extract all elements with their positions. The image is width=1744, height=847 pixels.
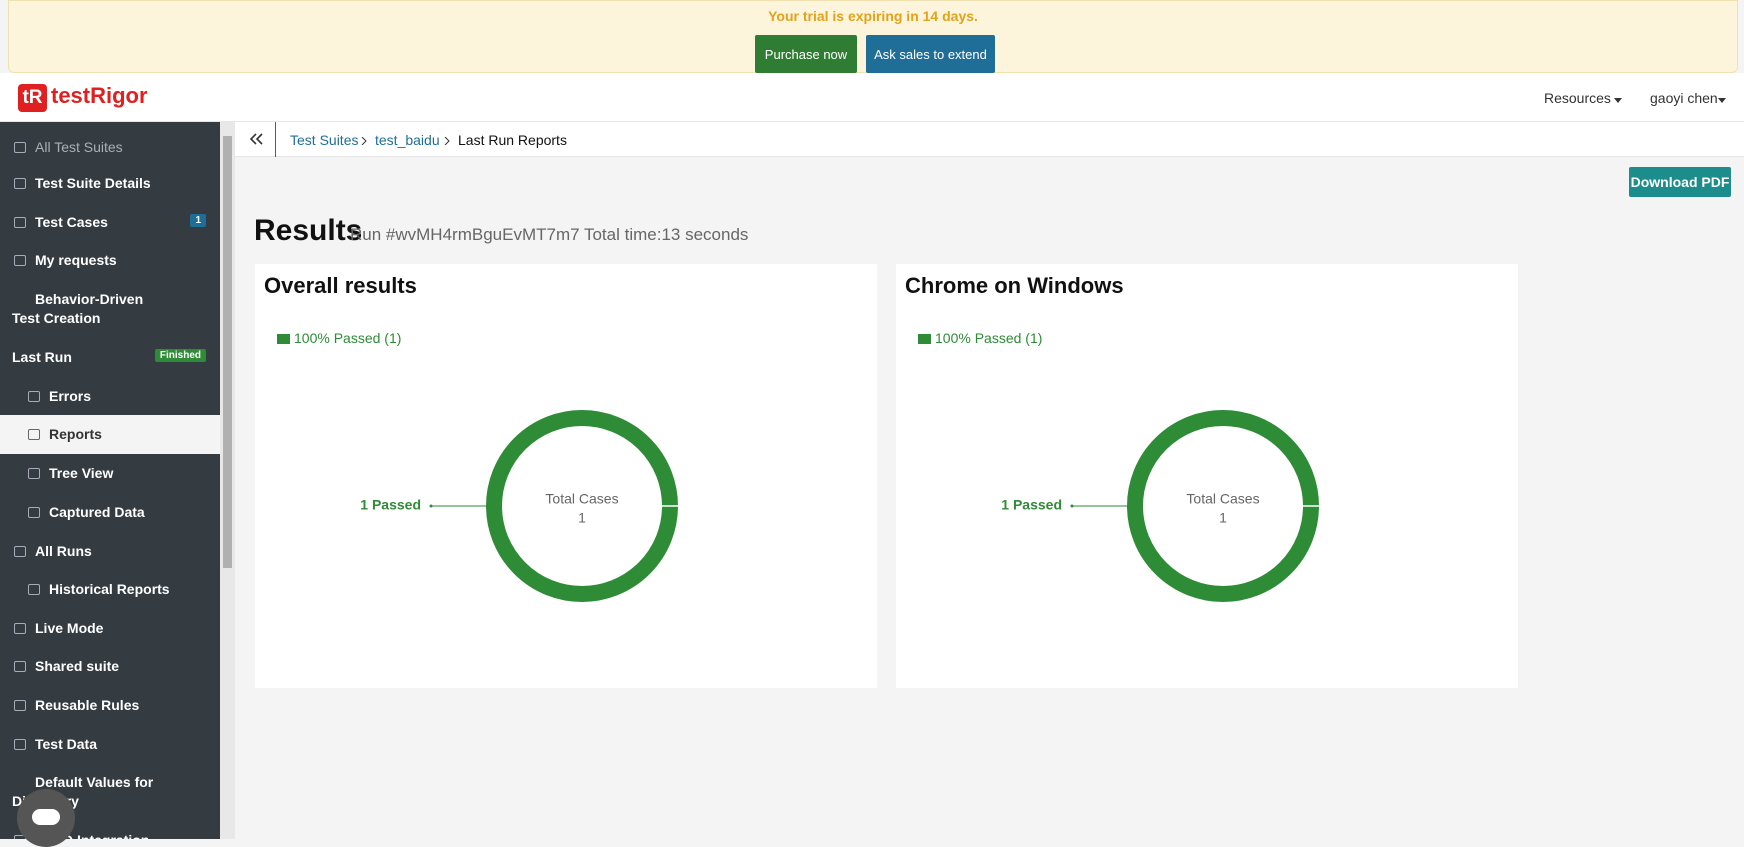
menu-icon <box>28 507 40 518</box>
menu-icon <box>14 700 26 711</box>
legend-swatch <box>277 334 290 344</box>
breadcrumb-bar <box>235 122 1744 157</box>
menu-icon <box>14 739 26 750</box>
download-button[interactable]: Download PDF <box>1629 167 1731 197</box>
menu-icon <box>14 255 26 266</box>
breadcrumb-current: Last Run Reports <box>458 132 567 148</box>
legend-label[interactable]: 100% Passed (1) <box>935 330 1043 346</box>
chat-button[interactable] <box>17 789 75 847</box>
menu-icon <box>28 429 40 440</box>
menu-item[interactable]: Captured Data <box>49 504 145 520</box>
result-card: Chrome on Windows 100% Passed (1) 1 Passed… <box>896 264 1518 688</box>
menu-item[interactable]: All Runs <box>35 543 92 559</box>
center-total: 1 <box>578 510 586 526</box>
breadcrumb-link[interactable]: test_baidu <box>375 132 440 148</box>
menu-icon <box>14 623 26 634</box>
center-label: Total Cases <box>545 491 618 507</box>
menu-item[interactable]: Historical Reports <box>49 581 170 597</box>
center-label: Total Cases <box>1186 491 1259 507</box>
menu-icon <box>14 178 26 189</box>
menu-item[interactable]: Test Suite Details <box>35 175 151 191</box>
results-title: Results <box>254 214 363 247</box>
active-row <box>0 415 220 454</box>
menu-icon <box>14 142 26 153</box>
menu-item[interactable]: Shared suite <box>35 658 120 674</box>
menu-item[interactable]: Test Data <box>35 736 97 752</box>
menu-item[interactable]: Last Run <box>12 349 72 365</box>
menu-item[interactable]: Live Mode <box>35 620 104 636</box>
logo-mark[interactable]: tR <box>18 84 47 112</box>
caret <box>1614 98 1622 103</box>
donut-chart: 1 Passed Total Cases 1 <box>360 410 679 602</box>
menu-item[interactable]: Behavior-Driven Test Creation <box>12 291 144 326</box>
card-title: Chrome on Windows <box>905 273 1124 298</box>
menu-item[interactable]: Test Cases <box>35 214 108 230</box>
slice-label: 1 Passed <box>360 497 421 513</box>
trial-message: Your trial is expiring in 14 days. <box>768 8 978 24</box>
menu-badge: 1 <box>190 214 206 227</box>
donut-chart: 1 Passed Total Cases 1 <box>1001 410 1320 602</box>
purchase-button[interactable]: Purchase now <box>755 35 857 73</box>
slice-label: 1 Passed <box>1001 497 1062 513</box>
sidebar: All Test Suites Test Suite Details Test Ca… <box>0 122 220 839</box>
scrollbar <box>220 122 235 839</box>
menu-icon <box>14 661 26 672</box>
divider <box>275 122 276 157</box>
menu-icon <box>14 546 26 557</box>
legend-swatch <box>918 334 931 344</box>
menu-item[interactable]: Tree View <box>49 465 114 481</box>
collapse-icon[interactable] <box>249 133 263 145</box>
user-menu[interactable]: gaoyi chen <box>1650 90 1718 106</box>
caret <box>1718 98 1726 103</box>
result-card: Overall results 100% Passed (1) 1 Passed To… <box>255 264 877 688</box>
trial-banner: Your trial is expiring in 14 days. Purch… <box>8 0 1738 73</box>
menu-icon <box>28 391 40 402</box>
menu-item[interactable]: Reports <box>49 426 102 442</box>
leader-dot <box>429 504 433 508</box>
resources-menu[interactable]: Resources <box>1544 90 1611 106</box>
logo[interactable]: testRigor <box>51 83 148 108</box>
menu-badge: Finished <box>154 349 206 362</box>
menu-icon <box>14 217 26 228</box>
menu-icon <box>28 468 40 479</box>
menu-item[interactable]: Errors <box>49 388 92 404</box>
breadcrumb-link[interactable]: Test Suites <box>290 132 359 148</box>
menu-item[interactable]: Reusable Rules <box>35 697 140 713</box>
leader-dot <box>1070 504 1074 508</box>
scroll-thumb[interactable] <box>223 136 232 568</box>
results-subtitle: Run #wvMH4rmBguEvMT7m7 Total time:13 sec… <box>350 225 749 244</box>
menu-item[interactable]: My requests <box>35 252 117 268</box>
card-title: Overall results <box>264 273 417 298</box>
menu-icon <box>28 584 40 595</box>
menu-item[interactable]: All Test Suites <box>35 139 123 155</box>
crumb-separator <box>444 137 450 145</box>
legend-label[interactable]: 100% Passed (1) <box>294 330 402 346</box>
extend-button[interactable]: Ask sales to extend <box>866 35 995 73</box>
crumb-separator <box>361 137 367 145</box>
chat-icon <box>32 809 60 825</box>
menu-item[interactable]: CI/CD Integration <box>35 831 205 839</box>
center-total: 1 <box>1219 510 1227 526</box>
header: tR testRigor Resources gaoyi chen <box>0 73 1744 122</box>
